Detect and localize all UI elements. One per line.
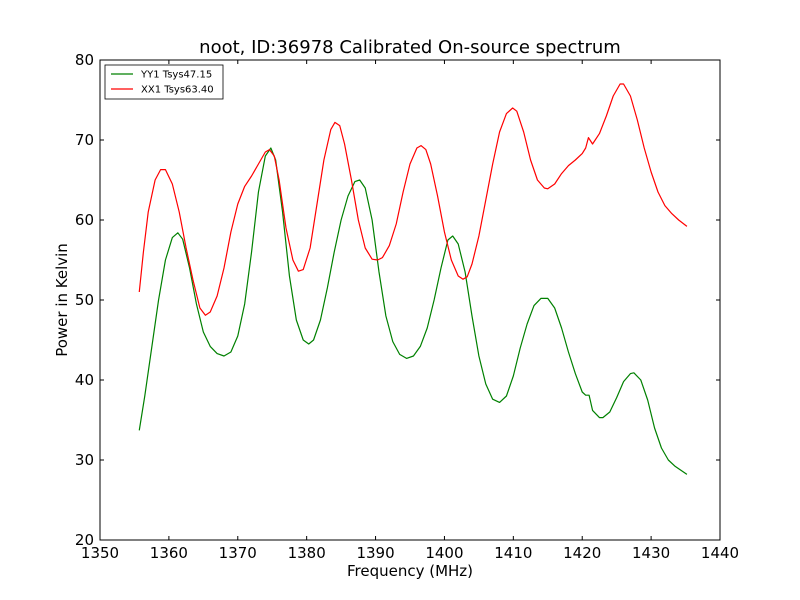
- axes-frame: [99, 59, 721, 541]
- series-line-yy1: [138, 147, 688, 475]
- y-tick-label: 20: [75, 531, 94, 549]
- x-tick-label: 1400: [425, 544, 463, 562]
- y-axis-label: Power in Kelvin: [53, 243, 71, 357]
- y-tick-label: 30: [75, 451, 94, 469]
- x-tick-label: 1420: [563, 544, 601, 562]
- series-layer: [138, 83, 688, 475]
- plot-area: [100, 60, 720, 540]
- x-tick-label: 1360: [150, 544, 188, 562]
- legend-label-yy1: YY1 Tsys47.15: [140, 70, 212, 81]
- x-tick-label: 1370: [219, 544, 257, 562]
- axes-background: [100, 60, 720, 540]
- series-line-xx1: [138, 83, 688, 316]
- x-tick-label: 1440: [701, 544, 739, 562]
- legend: YY1 Tsys47.15 XX1 Tsys63.40: [104, 64, 224, 100]
- y-tick-label: 80: [75, 51, 94, 69]
- y-tick-label: 40: [75, 371, 94, 389]
- x-axis-label: Frequency (MHz): [347, 562, 473, 580]
- x-tick-label: 1390: [356, 544, 394, 562]
- x-tick-label: 1410: [494, 544, 532, 562]
- legend-box: [104, 64, 224, 100]
- x-tick-label: 1350: [81, 544, 119, 562]
- x-tick-label: 1380: [288, 544, 326, 562]
- y-tick-label: 70: [75, 131, 94, 149]
- chart-title: noot, ID:36978 Calibrated On-source spec…: [199, 37, 621, 58]
- y-tick-label: 50: [75, 291, 94, 309]
- legend-label-xx1: XX1 Tsys63.40: [141, 85, 214, 96]
- y-tick-label: 60: [75, 211, 94, 229]
- ticks-layer: 1350 1360 1370 1380 1390 1400 1410 1420 1430 1440…: [75, 51, 739, 562]
- x-tick-label: 1430: [632, 544, 670, 562]
